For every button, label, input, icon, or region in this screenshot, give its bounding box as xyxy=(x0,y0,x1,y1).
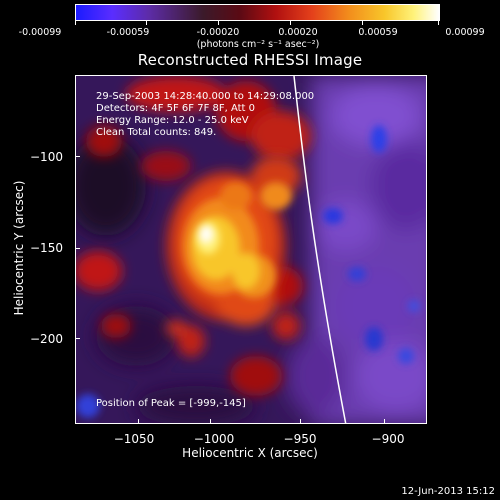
y-tick xyxy=(75,248,80,249)
colorbar xyxy=(75,4,440,21)
x-tick xyxy=(138,419,139,424)
footer-date: 12-Jun-2013 15:12 xyxy=(401,486,495,497)
colorbar-tick xyxy=(146,21,147,25)
colorbar-tick xyxy=(75,21,76,25)
colorbar-label: -0.00099 xyxy=(18,27,62,38)
colorbar-tick xyxy=(218,21,219,25)
colorbar-label: 0.00020 xyxy=(278,27,318,38)
colorbar-tick xyxy=(362,21,363,25)
time-range-text: 29-Sep-2003 14:28:40.000 to 14:29:08.000 xyxy=(96,91,315,102)
x-tick-label: −1050 xyxy=(113,432,155,446)
y-tick-label: −150 xyxy=(30,241,63,255)
colorbar-label: 0.00099 xyxy=(445,27,485,38)
colorbar-label: 0.00059 xyxy=(358,27,398,38)
colorbar-units: (photons cm⁻² s⁻¹ asec⁻²) xyxy=(196,39,320,50)
x-tick xyxy=(300,419,301,424)
x-tick-label: −900 xyxy=(371,432,405,446)
peak-position-text: Position of Peak = [-999,-145] xyxy=(96,398,246,409)
y-tick xyxy=(75,156,80,157)
y-axis-title: Heliocentric Y (arcsec) xyxy=(12,180,26,316)
y-tick xyxy=(75,338,80,339)
y-tick-label: −200 xyxy=(30,332,63,346)
image-plot: 29-Sep-2003 14:28:40.000 to 14:29:08.000… xyxy=(75,75,427,424)
heatmap-image xyxy=(76,76,426,423)
x-tick xyxy=(384,419,385,424)
solar-limb-line xyxy=(293,76,347,423)
page-title: Reconstructed RHESSI Image xyxy=(137,51,363,69)
detectors-text: Detectors: 4F 5F 6F 7F 8F, Att 0 xyxy=(96,103,256,114)
colorbar-label: -0.00059 xyxy=(106,27,150,38)
x-tick xyxy=(210,419,211,424)
colorbar-label: -0.00020 xyxy=(196,27,240,38)
colorbar-tick xyxy=(438,21,439,25)
energy-range-text: Energy Range: 12.0 - 25.0 keV xyxy=(96,115,249,126)
x-tick-label: −1000 xyxy=(193,432,235,446)
x-axis-title: Heliocentric X (arcsec) xyxy=(182,446,318,460)
y-tick-label: −100 xyxy=(30,150,63,164)
x-tick-label: −950 xyxy=(283,432,317,446)
colorbar-tick xyxy=(290,21,291,25)
clean-counts-text: Clean Total counts: 849. xyxy=(96,127,217,138)
